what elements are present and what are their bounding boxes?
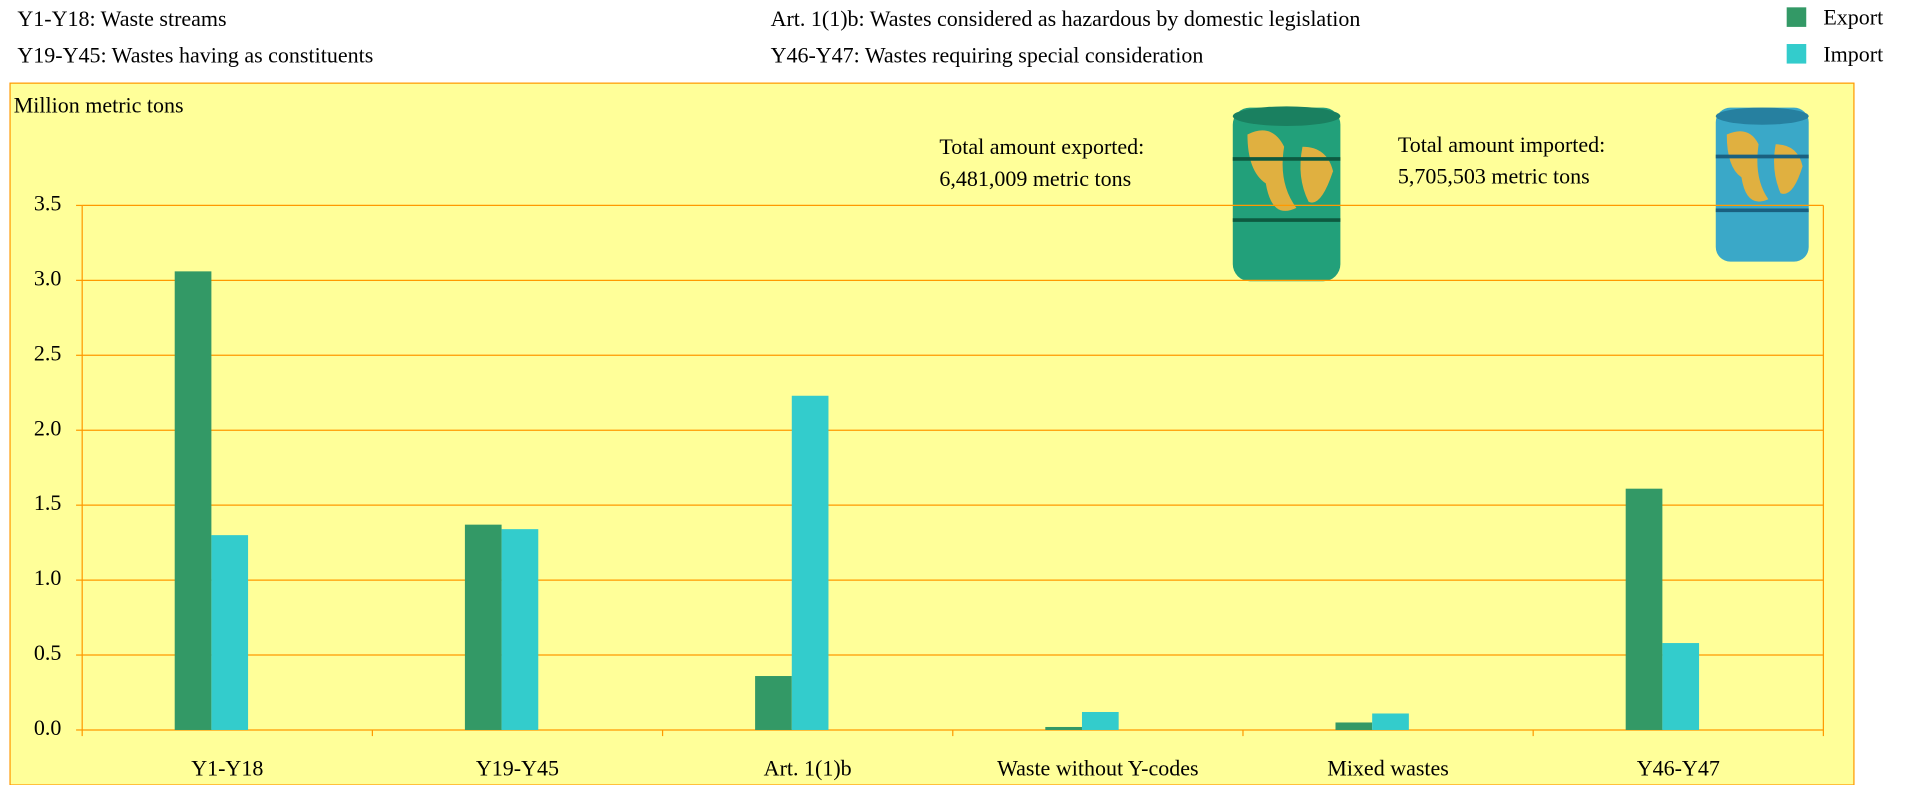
y-tick-label: 0.5 — [34, 640, 62, 665]
x-tick-label: Art. 1(1)b — [764, 755, 852, 780]
x-tick-label: Waste without Y-codes — [997, 755, 1198, 780]
bar — [1662, 643, 1700, 730]
bar — [791, 395, 829, 730]
bar — [1045, 726, 1082, 730]
bar — [501, 529, 539, 730]
note: Y46-Y47: Wastes requiring special consid… — [771, 43, 1204, 68]
x-tick-label: Y46-Y47 — [1637, 755, 1720, 780]
x-tick-label: Y1-Y18 — [191, 755, 263, 780]
annotation: Total amount exported: — [939, 134, 1144, 159]
y-tick-label: 2.5 — [34, 340, 62, 365]
y-tick-label: 3.5 — [34, 190, 62, 215]
y-tick-label: 2.0 — [34, 415, 62, 440]
x-tick-label: Mixed wastes — [1327, 755, 1449, 780]
barrel-export — [1232, 106, 1341, 282]
bar — [211, 535, 249, 730]
bar — [1372, 713, 1409, 730]
note: Art. 1(1)b: Wastes considered as hazardo… — [771, 6, 1361, 31]
y-tick-label: 1.0 — [34, 565, 62, 590]
y-tick-label: 0.0 — [34, 715, 62, 740]
x-tick-label: Y19-Y45 — [476, 755, 559, 780]
legend-label: Export — [1823, 5, 1883, 30]
bar — [174, 271, 212, 730]
annotation: 6,481,009 metric tons — [939, 166, 1131, 191]
legend-swatch — [1786, 44, 1807, 64]
bar — [1081, 711, 1119, 730]
legend-swatch — [1786, 7, 1807, 27]
bar — [1625, 488, 1663, 730]
annotation: 5,705,503 metric tons — [1398, 164, 1590, 189]
bar — [755, 676, 792, 730]
barrel-import — [1715, 107, 1809, 262]
note: Y19-Y45: Wastes having as constituents — [17, 43, 373, 68]
chart-background — [9, 82, 1855, 785]
bar — [1335, 722, 1373, 730]
y-tick-label: 1.5 — [34, 490, 62, 515]
note: Y1-Y18: Waste streams — [17, 6, 226, 31]
legend-label: Import — [1823, 41, 1883, 66]
y-tick-label: 3.0 — [34, 265, 62, 290]
annotation: Total amount imported: — [1398, 132, 1605, 157]
y-axis-label: Million metric tons — [14, 93, 184, 118]
bar — [464, 524, 502, 730]
